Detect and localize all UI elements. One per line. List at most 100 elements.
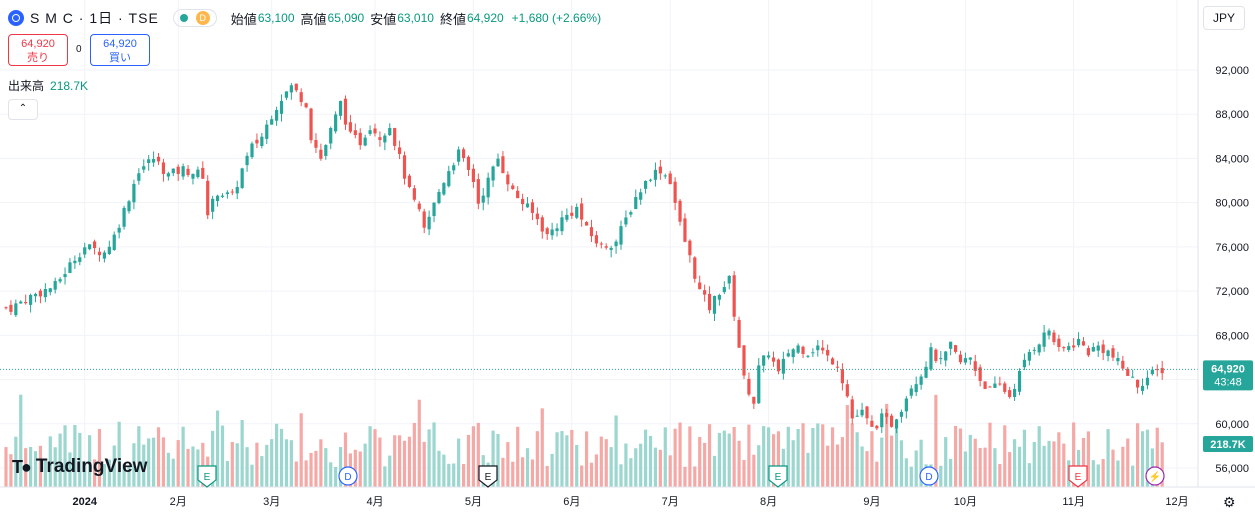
symbol-title[interactable]: S M C · 1日 · TSE xyxy=(30,10,159,26)
volume-bar xyxy=(38,445,43,487)
candle-body xyxy=(1145,377,1150,386)
volume-bar xyxy=(584,431,589,487)
volume-bar xyxy=(570,429,574,487)
candle-body xyxy=(722,287,726,293)
buy-button[interactable]: 64,920 買い xyxy=(90,34,150,66)
candle-body xyxy=(1072,345,1076,348)
tradingview-logo[interactable]: T● TradingView xyxy=(12,456,147,478)
volume-bar xyxy=(644,429,648,487)
candle-body xyxy=(757,365,761,404)
month-label: 2024 xyxy=(72,496,97,508)
low-value: 63,010 xyxy=(397,11,434,25)
month-label: 6月 xyxy=(563,496,580,508)
volume-bar xyxy=(152,437,156,487)
volume-bar xyxy=(934,394,938,487)
candle-body xyxy=(117,227,121,233)
volume-bar xyxy=(506,442,510,487)
volume-bar xyxy=(1013,439,1017,487)
candle-body xyxy=(609,247,613,250)
market-status-badge[interactable]: D xyxy=(172,9,217,27)
volume-label: 出来高 xyxy=(8,79,45,93)
candle-body xyxy=(245,155,249,166)
volume-bar xyxy=(845,405,849,487)
price-tick-label: 76,000 xyxy=(1215,242,1249,254)
candle-body xyxy=(1037,344,1041,353)
volume-bar xyxy=(1131,465,1135,487)
candle-body xyxy=(402,155,407,179)
candle-body xyxy=(393,128,397,146)
volume-bar xyxy=(452,463,456,487)
candle-body xyxy=(737,319,741,348)
volume-bar xyxy=(737,440,741,487)
collapse-legend-button[interactable]: ⌃ xyxy=(8,99,38,120)
volume-bar xyxy=(830,427,835,487)
candle-body xyxy=(1062,347,1066,349)
volume-bar xyxy=(589,462,594,487)
volume-bar xyxy=(973,438,977,487)
candle-body xyxy=(181,166,185,177)
time-axis[interactable]: 2024 2月 3月 4月 5月 6月 7月 8月 9月 10月 11月 12月 xyxy=(0,486,1255,508)
candle-body xyxy=(1086,348,1090,356)
volume-bar xyxy=(338,447,343,487)
volume-bar xyxy=(334,466,338,487)
event-markers[interactable]: E D E E D E ⚡ xyxy=(197,465,1165,488)
candle-body xyxy=(904,398,908,412)
volume-bar xyxy=(58,433,62,487)
volume-bar xyxy=(275,423,279,487)
currency-button[interactable]: JPY xyxy=(1203,6,1245,30)
earnings-marker-icon xyxy=(768,465,788,488)
volume-bar xyxy=(894,427,899,487)
price-tick-label: 68,000 xyxy=(1215,330,1249,342)
candle-body xyxy=(211,198,215,212)
volume-bar xyxy=(447,463,451,487)
sell-button[interactable]: 64,920 売り xyxy=(8,34,68,66)
volume-bar xyxy=(314,450,318,487)
candle-body xyxy=(14,303,18,316)
volume-bar xyxy=(757,445,761,487)
candle-body xyxy=(570,212,574,216)
volume-bar xyxy=(880,437,884,487)
candle-body xyxy=(132,183,136,203)
price-axis[interactable]: 56,00060,00064,00068,00072,00076,00080,0… xyxy=(1197,0,1249,487)
volume-bar xyxy=(1008,452,1012,487)
candle-body xyxy=(742,345,746,376)
candle-body xyxy=(545,228,549,235)
candle-body xyxy=(343,98,348,125)
candle-body xyxy=(899,411,904,417)
candle-body xyxy=(432,202,436,217)
candle-body xyxy=(220,195,225,197)
volume-bar xyxy=(767,427,771,487)
settings-gear-icon[interactable]: ⚙ xyxy=(1223,494,1236,510)
candle-body xyxy=(988,386,992,388)
candle-body xyxy=(1091,347,1095,352)
candle-body xyxy=(575,206,579,218)
candle-body xyxy=(762,355,766,366)
candle-body xyxy=(786,353,790,357)
candle-body xyxy=(811,352,815,354)
candle-body xyxy=(496,158,500,167)
month-label: 7月 xyxy=(662,496,679,508)
candle-body xyxy=(353,130,357,136)
volume-bar xyxy=(417,399,421,487)
volume-bar xyxy=(683,466,687,487)
candle-body xyxy=(461,149,466,159)
candle-body xyxy=(644,180,648,189)
candle-body xyxy=(255,139,259,144)
volume-bar xyxy=(949,458,953,487)
volume-bar xyxy=(270,439,274,487)
volume-bar xyxy=(525,448,530,487)
volume-bar xyxy=(201,442,205,487)
volume-bar xyxy=(978,447,982,487)
high-label: 高値 xyxy=(300,11,327,27)
candle-body xyxy=(963,358,967,363)
volume-bar xyxy=(796,429,800,487)
volume-bar xyxy=(727,433,731,487)
candle-body xyxy=(860,409,864,416)
marker-label: E xyxy=(1075,472,1082,483)
candle-body xyxy=(1081,341,1086,346)
last-price-tag xyxy=(1203,360,1253,391)
volume-bar xyxy=(648,435,653,487)
candle-body xyxy=(304,103,308,108)
candle-body xyxy=(407,175,412,187)
